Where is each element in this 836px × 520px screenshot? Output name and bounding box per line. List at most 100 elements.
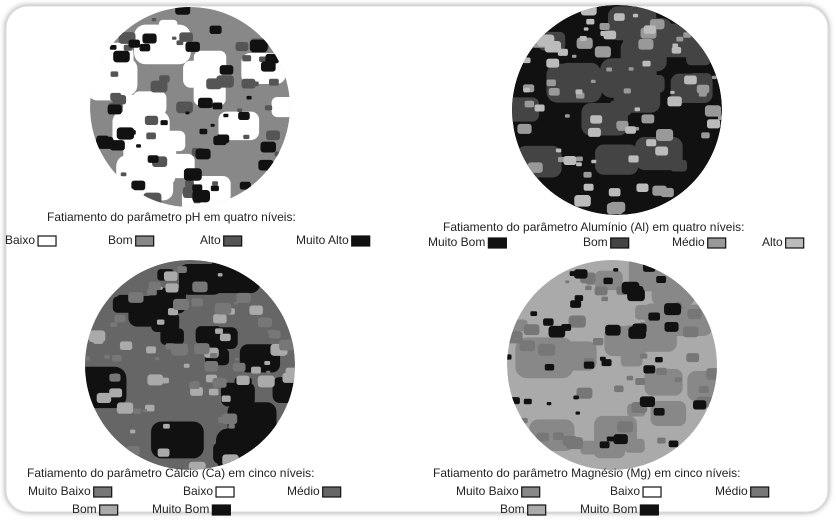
map-patch <box>622 282 640 294</box>
map-patch <box>147 374 163 385</box>
map-patch <box>591 160 596 164</box>
map-patch <box>143 409 147 412</box>
map-patch <box>264 361 270 365</box>
map-patch <box>683 326 698 337</box>
map-patch <box>236 376 249 385</box>
map-patch <box>624 88 631 93</box>
map-patch <box>712 76 717 79</box>
map-patch <box>252 81 259 86</box>
map-patch <box>210 353 217 358</box>
map-patch <box>556 149 561 153</box>
map-patch <box>209 389 219 396</box>
map-patch <box>177 40 184 45</box>
legend-label: Baixo <box>183 484 213 498</box>
map-patch <box>139 44 150 52</box>
map-patch <box>113 51 130 63</box>
map-patch <box>157 320 164 325</box>
map-patch <box>549 326 566 338</box>
map-patch <box>524 324 540 335</box>
map-patch <box>593 338 603 345</box>
legend-swatch <box>528 505 546 515</box>
map-patch <box>701 132 709 138</box>
map-patch <box>234 302 238 305</box>
map-patch <box>601 297 608 302</box>
map-patch <box>654 408 665 416</box>
map-patch <box>635 107 640 111</box>
map-patch <box>142 34 156 44</box>
map-patch <box>675 377 682 382</box>
map-patch <box>212 181 218 185</box>
legend-swatch <box>100 505 118 515</box>
legend-label: Muito Bom <box>152 502 209 516</box>
map-patch <box>228 424 235 429</box>
map-patch <box>543 318 554 325</box>
map-patch <box>573 396 578 400</box>
map-patch <box>172 37 176 40</box>
map-patch <box>216 75 234 87</box>
map-patch <box>269 330 281 338</box>
map-patch <box>656 129 673 141</box>
panel-caption: Fatiamento do parâmetro Magnésio (Mg) em… <box>433 466 740 480</box>
map-patch <box>97 393 111 403</box>
map-patch <box>222 396 231 402</box>
map-patch <box>146 346 156 353</box>
legend-label: Muito Baixo <box>456 484 519 498</box>
map-patch <box>595 286 608 295</box>
legend-swatch <box>136 236 154 246</box>
map-patch <box>614 385 624 392</box>
map-patch <box>236 293 250 303</box>
map-patch <box>117 402 133 413</box>
map-patch <box>672 44 678 48</box>
map-patch <box>656 368 666 375</box>
map-patch <box>595 46 611 57</box>
map-patch <box>250 40 268 52</box>
map-patch <box>523 88 530 93</box>
legend-swatch <box>643 487 661 497</box>
map-patch <box>217 134 229 143</box>
map-patch <box>158 448 170 456</box>
map-patch <box>563 156 576 165</box>
map-patch <box>524 399 532 405</box>
map-patch <box>547 402 552 405</box>
map-patch <box>586 19 594 25</box>
map-patch <box>575 295 583 301</box>
map-patch <box>145 116 158 125</box>
legend-swatch <box>708 238 726 248</box>
map-patch <box>517 124 531 134</box>
map-patch <box>625 126 636 133</box>
legend-swatch <box>611 238 629 248</box>
legend-label: Bom <box>108 233 133 247</box>
map-patch <box>530 311 537 316</box>
legend-swatch <box>323 487 341 497</box>
map-patch <box>129 40 141 48</box>
map-patch <box>655 147 668 156</box>
map-patch <box>553 432 564 440</box>
map-patch <box>549 88 560 96</box>
map-patch <box>693 400 706 409</box>
legend-label: Alto <box>200 233 221 247</box>
map-patch <box>213 314 226 323</box>
map-patch <box>136 144 141 147</box>
legend-swatch <box>94 487 112 497</box>
map-patch <box>576 388 592 399</box>
map-patch <box>222 414 237 425</box>
map-patch <box>584 184 594 191</box>
map-patch <box>223 114 228 118</box>
map-patch <box>590 115 602 123</box>
map-patch <box>251 367 261 374</box>
legend-label: Muito Alto <box>296 233 349 247</box>
map-patch <box>672 47 681 54</box>
map-patch <box>656 276 666 283</box>
map-patch <box>605 325 620 336</box>
map-patch <box>558 49 568 56</box>
map-patch <box>210 26 222 34</box>
legend-label: Muito Bom <box>580 502 637 516</box>
map-patch <box>176 101 193 113</box>
map-patch <box>247 96 252 100</box>
map-patch <box>192 190 210 202</box>
map-patch <box>211 185 219 191</box>
map-patch <box>525 101 534 108</box>
map-patch <box>177 266 187 273</box>
map-patch <box>215 328 223 334</box>
map-patch <box>603 278 612 285</box>
